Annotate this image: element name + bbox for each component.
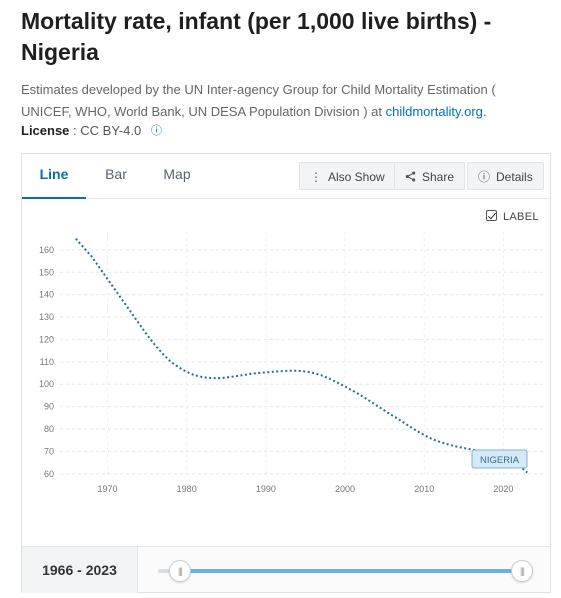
x-tick-label: 1970 — [97, 484, 117, 494]
y-tick-label: 140 — [39, 290, 54, 300]
year-range-label: 1966 - 2023 — [22, 547, 138, 593]
chart-description: Estimates developed by the UN Inter-agen… — [21, 79, 546, 123]
license-label: License — [21, 123, 70, 138]
series-line-nigeria — [75, 238, 528, 474]
y-tick-label: 160 — [39, 245, 54, 255]
range-separator: - — [77, 562, 82, 578]
y-tick-label: 100 — [39, 379, 54, 389]
details-button[interactable]: ⓘ Details — [467, 162, 544, 190]
x-tick-label: 1990 — [256, 484, 276, 494]
label-toggle-text: LABEL — [503, 211, 539, 223]
info-icon[interactable]: ⓘ — [150, 125, 162, 137]
share-icon — [405, 163, 416, 191]
description-end: . — [482, 104, 487, 119]
more-vertical-icon: ⋮ — [310, 170, 322, 184]
share-button[interactable]: Share — [394, 162, 466, 191]
y-tick-label: 80 — [44, 424, 54, 434]
label-toggle[interactable]: LABEL — [486, 210, 539, 223]
source-link[interactable]: childmortality.org — [385, 104, 483, 119]
chart-tabs: Line Bar Map ⋮ Also Show Share ⓘ Details — [22, 154, 550, 199]
tab-map[interactable]: Map — [163, 166, 191, 182]
description-text: Estimates developed by the UN Inter-agen… — [21, 82, 496, 119]
y-tick-label: 130 — [39, 312, 54, 322]
page-title: Mortality rate, infant (per 1,000 live b… — [21, 8, 492, 65]
info-circle-icon: ⓘ — [478, 170, 491, 184]
license-line: License : CC BY-4.0 ⓘ — [21, 121, 162, 141]
y-tick-label: 120 — [39, 334, 54, 344]
timeline-selected-range — [180, 569, 521, 573]
x-tick-label: 2020 — [493, 484, 513, 494]
line-chart: 60 70 80 90 100 110 120 130 140 150 160 1970 1980 199… — [39, 232, 543, 494]
range-start: 1966 — [42, 562, 74, 578]
range-end: 2023 — [85, 562, 117, 578]
license-value: : CC BY-4.0 — [73, 123, 142, 138]
label-checkbox[interactable] — [486, 210, 497, 221]
series-label: NIGERIA — [480, 455, 520, 466]
timeline-footer: 1966 - 2023 ||| ||| — [22, 546, 550, 593]
chart-panel: Line Bar Map ⋮ Also Show Share ⓘ Details L… — [21, 153, 551, 593]
tab-line[interactable]: Line — [22, 154, 86, 199]
also-show-label: Also Show — [328, 170, 385, 184]
x-tick-label: 2000 — [335, 484, 355, 494]
details-label: Details — [496, 170, 533, 184]
y-tick-label: 110 — [40, 357, 54, 367]
y-tick-label: 90 — [44, 402, 54, 412]
x-tick-label: 1980 — [177, 484, 197, 494]
share-label: Share — [422, 170, 455, 184]
y-tick-label: 60 — [44, 469, 54, 479]
timeline-start-handle[interactable]: ||| — [169, 560, 191, 582]
series-label-box — [471, 449, 528, 469]
x-tick-label: 2010 — [414, 484, 434, 494]
y-tick-label: 150 — [39, 267, 54, 277]
y-tick-label: 70 — [44, 446, 54, 456]
tab-bar[interactable]: Bar — [105, 166, 127, 182]
timeline-end-handle[interactable]: ||| — [511, 560, 533, 582]
